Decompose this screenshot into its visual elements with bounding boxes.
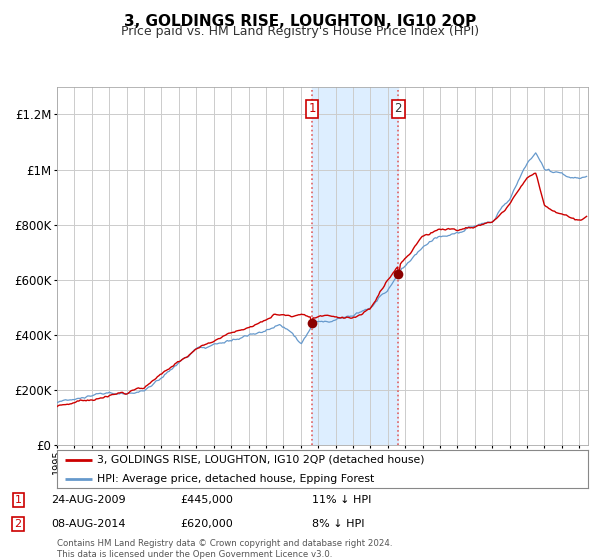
Text: Contains HM Land Registry data © Crown copyright and database right 2024.
This d: Contains HM Land Registry data © Crown c… <box>57 539 392 559</box>
Text: 3, GOLDINGS RISE, LOUGHTON, IG10 2QP: 3, GOLDINGS RISE, LOUGHTON, IG10 2QP <box>124 14 476 29</box>
Text: 2: 2 <box>395 102 402 115</box>
Text: 1: 1 <box>308 102 316 115</box>
Text: Price paid vs. HM Land Registry's House Price Index (HPI): Price paid vs. HM Land Registry's House … <box>121 25 479 38</box>
Text: 2: 2 <box>14 519 22 529</box>
Text: 1: 1 <box>14 496 22 505</box>
Text: 08-AUG-2014: 08-AUG-2014 <box>51 519 125 529</box>
Text: £445,000: £445,000 <box>180 496 233 505</box>
Text: 11% ↓ HPI: 11% ↓ HPI <box>312 496 371 505</box>
Text: £620,000: £620,000 <box>180 519 233 529</box>
Text: 3, GOLDINGS RISE, LOUGHTON, IG10 2QP (detached house): 3, GOLDINGS RISE, LOUGHTON, IG10 2QP (de… <box>97 455 424 465</box>
Bar <box>312 87 398 445</box>
Text: 8% ↓ HPI: 8% ↓ HPI <box>312 519 365 529</box>
Text: HPI: Average price, detached house, Epping Forest: HPI: Average price, detached house, Eppi… <box>97 474 374 484</box>
Text: 24-AUG-2009: 24-AUG-2009 <box>51 496 125 505</box>
